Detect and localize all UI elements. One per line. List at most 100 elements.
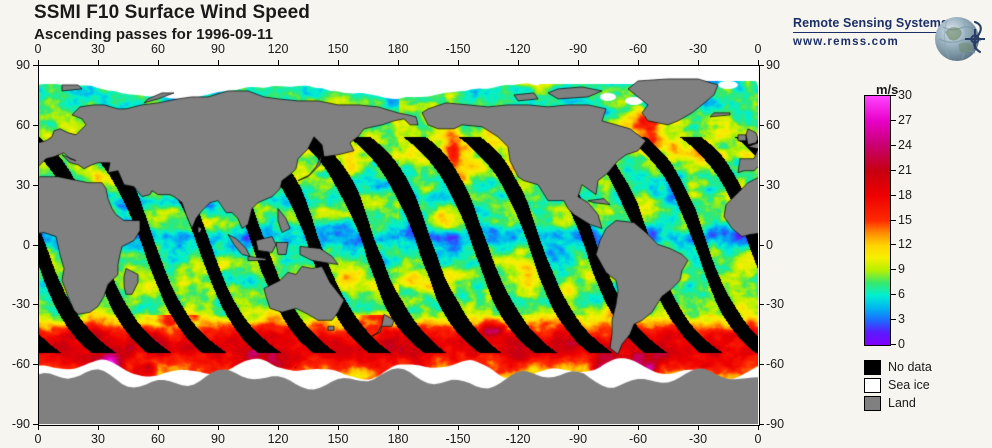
colorbar-tick <box>890 219 896 221</box>
x-axis-label-top: 30 <box>91 42 105 56</box>
x-axis-label-top: -150 <box>445 42 471 56</box>
x-axis-tick <box>278 60 279 65</box>
x-axis-label-top: -90 <box>568 42 588 56</box>
y-axis-label-left: -60 <box>11 357 30 372</box>
legend-swatch <box>864 396 881 411</box>
colorbar-tick-label: 3 <box>898 312 905 327</box>
title-block: SSMI F10 Surface Wind Speed Ascending pa… <box>34 2 310 45</box>
y-axis-tick <box>759 244 764 246</box>
x-axis-label: -150 <box>445 432 471 446</box>
x-axis-tick <box>758 425 759 430</box>
y-axis-tick <box>33 184 38 186</box>
y-axis-label-right: -90 <box>766 417 785 431</box>
colorbar-tick-label: 30 <box>898 88 912 102</box>
colorbar-tick <box>890 144 896 146</box>
colorbar-tick-label: 21 <box>898 162 912 177</box>
x-axis-tick <box>758 60 759 65</box>
y-axis-tick <box>33 244 38 246</box>
y-axis-tick <box>759 124 764 126</box>
x-axis-tick <box>518 425 519 430</box>
y-axis-label-right: 60 <box>766 117 780 132</box>
x-axis-label-top: 60 <box>151 42 165 56</box>
x-axis-tick <box>158 425 159 430</box>
x-axis-tick <box>338 425 339 430</box>
y-axis-tick <box>759 424 764 425</box>
y-axis-label-left: 60 <box>16 117 30 132</box>
wind-speed-heatmap <box>38 65 758 424</box>
x-axis-label: -60 <box>628 432 648 446</box>
colorbar-tick-label: 18 <box>898 187 912 202</box>
x-axis-label: 120 <box>267 432 289 446</box>
legend-label: No data <box>888 360 932 374</box>
y-axis-tick <box>33 424 38 425</box>
logo-text: Remote Sensing Systems www.remss.com <box>793 16 949 48</box>
x-axis-tick <box>218 60 219 65</box>
map-plot-area[interactable] <box>38 65 758 424</box>
colorbar-tick <box>890 269 896 271</box>
remss-logo[interactable]: Remote Sensing Systems www.remss.com <box>793 12 985 68</box>
globe-icon <box>935 17 985 61</box>
x-axis-tick <box>98 60 99 65</box>
x-axis-tick <box>458 425 459 430</box>
x-axis-tick <box>398 60 399 65</box>
colorbar-tick <box>890 244 896 246</box>
legend-label: Land <box>888 396 916 410</box>
colorbar-tick-label: 24 <box>898 137 912 152</box>
logo-divider <box>793 32 941 33</box>
colorbar-gradient <box>865 96 890 345</box>
colorbar-units-label: m/s <box>876 82 899 97</box>
legend-swatch <box>864 378 881 393</box>
x-axis-label-top: -30 <box>688 42 708 56</box>
y-axis-label-left: 30 <box>16 177 30 192</box>
legend-label: Sea ice <box>888 378 930 392</box>
y-axis-tick <box>33 124 38 126</box>
x-axis-label: 150 <box>327 432 349 446</box>
colorbar-tick-label: 27 <box>898 112 912 127</box>
map-legend: No data Sea ice Land <box>864 360 932 414</box>
y-axis-label-right: 30 <box>766 177 780 192</box>
y-axis-label-right: 0 <box>766 237 773 252</box>
x-axis-tick <box>218 425 219 430</box>
x-axis-tick <box>158 60 159 65</box>
x-axis-label-top: 180 <box>387 42 409 56</box>
colorbar-tick <box>890 119 896 121</box>
x-axis-label: 180 <box>387 432 409 446</box>
x-axis-tick <box>578 425 579 430</box>
x-axis-label: -30 <box>688 432 708 446</box>
x-axis-tick <box>458 60 459 65</box>
y-axis-tick <box>759 364 764 366</box>
x-axis-label-top: 120 <box>267 42 289 56</box>
x-axis-label: -90 <box>568 432 588 446</box>
colorbar-tick <box>890 294 896 296</box>
x-axis-tick <box>398 425 399 430</box>
colorbar-tick <box>890 344 896 345</box>
x-axis-tick <box>338 60 339 65</box>
logo-company-name: Remote Sensing Systems <box>793 16 949 30</box>
x-axis-tick <box>578 60 579 65</box>
logo-website: www.remss.com <box>793 36 899 48</box>
colorbar-tick-label: 15 <box>898 212 912 227</box>
legend-land: Land <box>864 396 932 411</box>
x-axis-tick <box>518 60 519 65</box>
y-axis-label-left: 0 <box>23 237 30 252</box>
page-subtitle: Ascending passes for 1996-09-11 <box>34 26 274 43</box>
y-axis-label-left: 90 <box>16 58 30 72</box>
legend-no-data: No data <box>864 360 932 375</box>
x-axis-label: 0 <box>754 432 762 446</box>
y-axis-tick <box>33 65 38 66</box>
x-axis-label: -120 <box>505 432 531 446</box>
x-axis-tick <box>38 60 39 65</box>
legend-swatch <box>864 360 881 375</box>
y-axis-label-right: -60 <box>766 357 785 372</box>
x-axis-tick <box>98 425 99 430</box>
x-axis-tick <box>698 60 699 65</box>
legend-sea-ice: Sea ice <box>864 378 932 393</box>
x-axis-label-top: 0 <box>754 42 762 56</box>
y-axis-tick <box>33 304 38 306</box>
colorbar-tick-label: 12 <box>898 237 912 252</box>
colorbar[interactable] <box>864 95 891 346</box>
colorbar-tick-label: 0 <box>898 337 905 351</box>
x-axis-tick <box>638 425 639 430</box>
colorbar-tick <box>890 194 896 196</box>
